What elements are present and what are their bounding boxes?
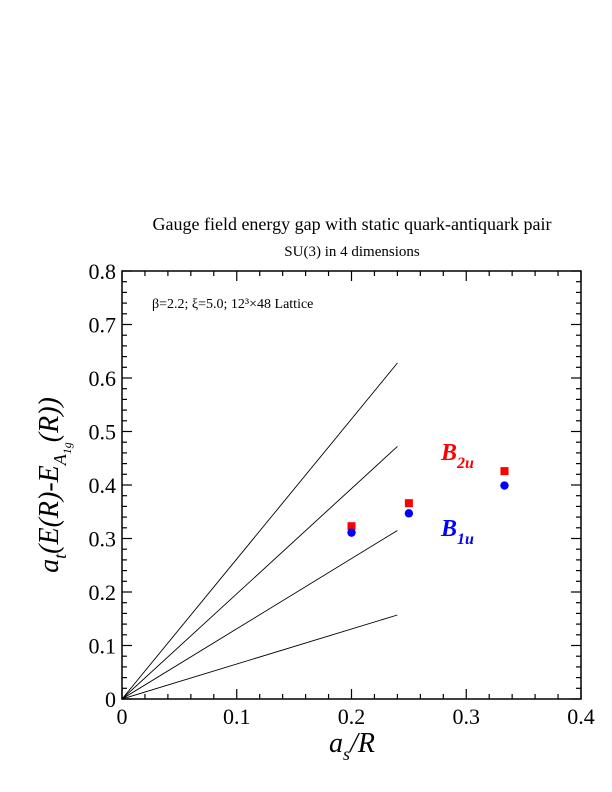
data-point-b2u (347, 522, 356, 531)
reference-line (121, 446, 398, 700)
y-tick-label: 0 (105, 687, 116, 712)
series-label-b1u: B1u (440, 516, 474, 548)
y-axis-label: at(E(R)-EA1g(R)) (34, 397, 74, 573)
y-tick-labels: 0 0.1 0.2 0.3 0.4 0.5 0.6 0.7 0.8 (89, 259, 117, 712)
y-tick-label: 0.6 (89, 366, 117, 391)
data-markers (347, 467, 509, 537)
y-tick-label: 0.7 (89, 313, 117, 338)
chart-title: Gauge field energy gap with static quark… (152, 214, 551, 234)
x-tick-label: 0.3 (453, 704, 481, 729)
axis-ticks (121, 270, 582, 700)
y-tick-label: 0.4 (89, 473, 117, 498)
x-tick-label: 0.2 (338, 704, 366, 729)
data-point-b1u (404, 509, 414, 518)
x-tick-label: 0 (117, 704, 128, 729)
data-point-b1u (347, 528, 356, 537)
x-tick-label: 0.1 (223, 704, 251, 729)
series-label-b2u: B2u (440, 440, 474, 472)
y-tick-label: 0.5 (89, 420, 117, 445)
y-tick-label: 0.8 (89, 259, 117, 284)
y-tick-label: 0.1 (89, 634, 117, 659)
x-tick-labels: 0 0.1 0.2 0.3 0.4 (117, 704, 595, 729)
chart-subtitle: SU(3) in 4 dimensions (284, 244, 420, 260)
data-point-b2u (404, 499, 413, 508)
x-tick-label: 0.4 (567, 704, 595, 729)
reference-lines (121, 362, 398, 700)
reference-line (121, 614, 398, 700)
series-label-b2u-sub: 2u (456, 455, 474, 472)
series-label-b1u-sub: 1u (457, 531, 474, 548)
chart-annotation: β=2.2; ξ=5.0; 12³×48 Lattice (152, 297, 313, 312)
x-axis-label: as/R (329, 728, 375, 764)
series-label-b1u-main: B (440, 516, 457, 542)
reference-line (121, 362, 398, 700)
reference-line (121, 530, 398, 700)
plot-frame (121, 270, 582, 700)
data-point-b2u (500, 467, 509, 476)
y-tick-label: 0.2 (89, 580, 117, 605)
data-point-b1u (500, 481, 509, 490)
series-label-b2u-main: B (440, 440, 457, 466)
y-tick-label: 0.3 (89, 527, 117, 552)
